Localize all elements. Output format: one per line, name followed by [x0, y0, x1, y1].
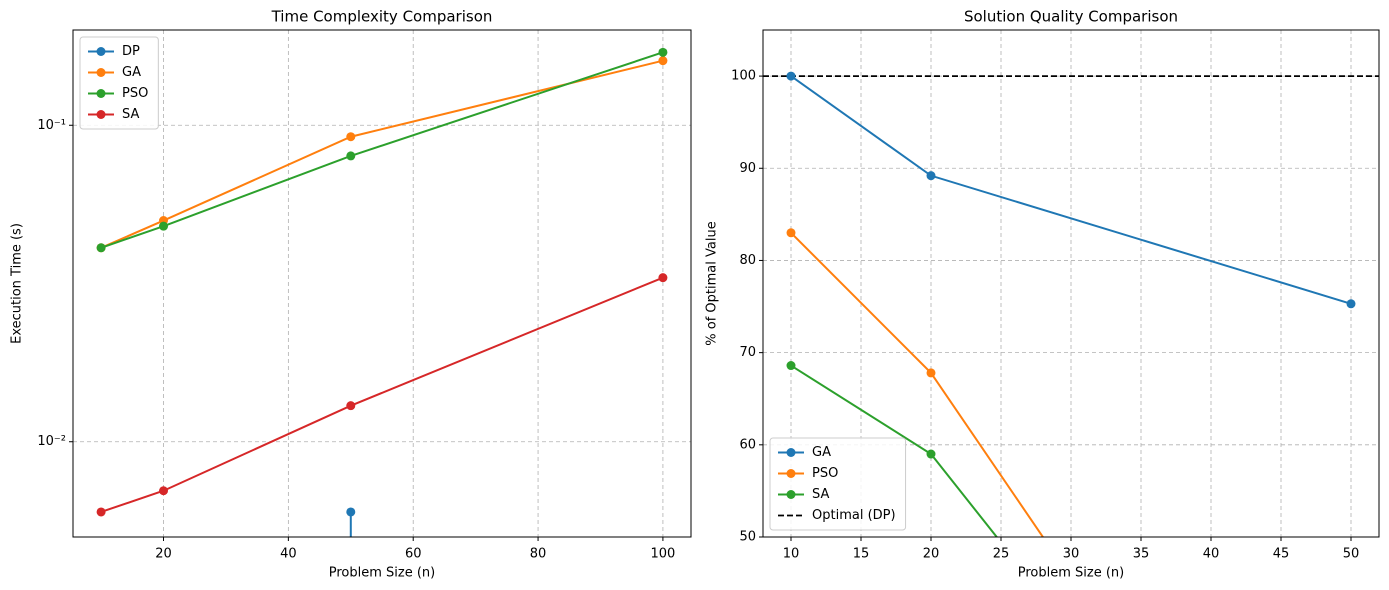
plot-area — [96, 47, 668, 590]
data-point — [96, 507, 106, 517]
legend-marker — [96, 68, 106, 77]
y-axis-label: % of Optimal Value — [705, 221, 720, 345]
x-tick-label: 50 — [1343, 547, 1360, 562]
x-tick-label: 40 — [1203, 547, 1220, 562]
legend-label: SA — [812, 487, 829, 502]
data-point — [926, 171, 936, 181]
chart-title: Time Complexity Comparison — [271, 8, 493, 26]
y-tick-label: 90 — [739, 161, 756, 176]
legend-label: Optimal (DP) — [812, 508, 896, 523]
x-tick-label: 20 — [923, 547, 940, 562]
series-line — [100, 59, 664, 249]
data-point — [1346, 299, 1356, 309]
chart-title: Solution Quality Comparison — [964, 8, 1178, 26]
legend-label: DP — [122, 44, 140, 59]
data-point — [346, 151, 356, 161]
legend-marker — [96, 89, 106, 98]
legend-marker — [786, 469, 796, 478]
legend-label: GA — [812, 445, 831, 460]
data-point — [346, 401, 356, 411]
legend-label: PSO — [812, 466, 838, 481]
x-axis-label: Problem Size (n) — [329, 566, 435, 581]
y-tick-label: 70 — [739, 345, 756, 360]
x-tick-label: 10 — [783, 547, 800, 562]
legend-label: GA — [122, 65, 141, 80]
y-tick-label: 100 — [731, 69, 756, 84]
data-point — [926, 368, 936, 378]
data-point — [658, 47, 668, 57]
data-point — [658, 56, 668, 66]
axes-frame — [762, 29, 1380, 538]
series-line — [100, 51, 664, 249]
legend-marker — [786, 448, 796, 457]
y-tick-label: 60 — [739, 437, 756, 452]
x-tick-label: 40 — [280, 547, 297, 562]
data-point — [786, 361, 796, 371]
legend-marker — [786, 490, 796, 499]
x-tick-label: 100 — [650, 547, 675, 562]
series-line — [100, 276, 664, 513]
legend: DP GA PSO SA — [79, 36, 159, 130]
plot-area — [763, 71, 1379, 537]
x-tick-label: 25 — [993, 547, 1010, 562]
x-tick-label: 60 — [405, 547, 422, 562]
data-point — [159, 221, 169, 231]
y-tick-label: 10⁻² — [37, 434, 66, 449]
data-point — [346, 132, 356, 142]
x-tick-label: 45 — [1273, 547, 1290, 562]
x-tick-label: 15 — [853, 547, 870, 562]
y-tick-label: 80 — [739, 253, 756, 268]
subplot: 20 40 60 80 100 10⁻² 10⁻¹ Time Complexity Compa… — [10, 8, 692, 590]
y-axis-label: Execution Time (s) — [10, 223, 25, 344]
x-tick-label: 20 — [155, 547, 172, 562]
data-point — [96, 243, 106, 253]
y-tick-label: 50 — [739, 530, 756, 545]
legend-box — [769, 437, 907, 531]
x-tick-label: 80 — [530, 547, 547, 562]
subplot: 10 15 20 25 30 35 40 45 50 50 60 70 80 90 100 Solution … — [705, 8, 1380, 581]
data-point — [786, 228, 796, 238]
legend-label: SA — [122, 107, 139, 122]
x-axis-label: Problem Size (n) — [1018, 566, 1124, 581]
x-tick-label: 35 — [1133, 547, 1150, 562]
legend-box — [79, 36, 159, 130]
legend-label: PSO — [122, 86, 148, 101]
data-point — [658, 273, 668, 283]
axes-frame — [72, 29, 692, 538]
y-tick-label: 10⁻¹ — [37, 118, 66, 133]
x-tick-label: 30 — [1063, 547, 1080, 562]
data-point — [926, 449, 936, 459]
legend: GA PSO SA Optimal (DP) — [769, 437, 907, 531]
data-point — [159, 486, 169, 496]
legend-marker — [96, 110, 106, 119]
data-point — [346, 507, 356, 517]
legend-marker — [96, 47, 106, 56]
data-point — [786, 71, 796, 81]
